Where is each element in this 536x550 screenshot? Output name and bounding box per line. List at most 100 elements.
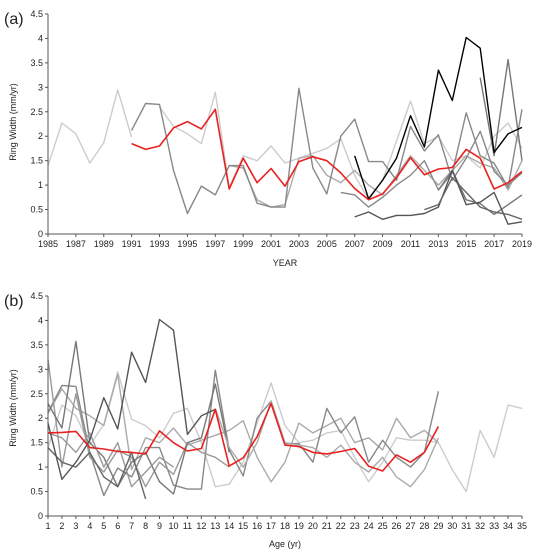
series-line-a-3 [130, 87, 523, 215]
y-tick-label-b-7: 3.5 [30, 340, 43, 350]
series-line-a-10 [131, 108, 523, 201]
x-tick-label-a-12: 2009 [373, 239, 393, 249]
axes-b: 00.511.522.533.544.51 2 3 4 5 6 7 8 9 10 11 12 13 14 1… [30, 291, 527, 531]
x-tick-label-a-0: 1985 [38, 239, 58, 249]
series-line-b-1 [47, 373, 439, 483]
y-tick-label-b-9: 4.5 [30, 291, 43, 301]
series-layer-b [47, 318, 523, 500]
x-tick-label-b-19: 20 [308, 521, 318, 531]
y-tick-label-a-3: 1.5 [30, 156, 43, 166]
y-tick-label-a-5: 2.5 [30, 107, 43, 117]
series-line-b-0 [47, 371, 523, 493]
x-tick-label-b-8: 9 [157, 521, 162, 531]
series-line-b-4 [47, 340, 230, 495]
series-line-b-6 [47, 447, 147, 500]
y-tick-label-a-4: 2 [38, 131, 43, 141]
x-tick-label-a-2: 1989 [94, 239, 114, 249]
x-tick-label-b-1: 2 [59, 521, 64, 531]
x-tick-label-b-13: 14 [224, 521, 234, 531]
x-tick-label-b-21: 22 [336, 521, 346, 531]
series-line-a-1 [158, 91, 523, 201]
x-tick-label-a-11: 2007 [345, 239, 365, 249]
y-tick-label-b-0: 0 [38, 511, 43, 521]
series-line-a-9 [354, 36, 523, 200]
y-tick-label-a-0: 0 [38, 229, 43, 239]
x-tick-label-b-17: 18 [280, 521, 290, 531]
y-tick-label-a-2: 1 [38, 180, 43, 190]
y-tick-label-b-5: 2.5 [30, 389, 43, 399]
y-tick-label-b-4: 2 [38, 413, 43, 423]
x-tick-label-b-14: 15 [238, 521, 248, 531]
x-tick-label-a-8: 2001 [261, 239, 281, 249]
x-tick-label-a-14: 2013 [428, 239, 448, 249]
series-line-a-8 [424, 177, 523, 220]
panel-label-b: (b) [4, 293, 24, 310]
x-tick-label-a-1: 1987 [66, 239, 86, 249]
y-tick-label-b-2: 1 [38, 462, 43, 472]
x-tick-label-a-6: 1997 [205, 239, 225, 249]
x-tick-label-b-2: 3 [73, 521, 78, 531]
x-tick-label-b-16: 17 [266, 521, 276, 531]
y-tick-label-b-8: 4 [38, 315, 43, 325]
x-axis-label-a: YEAR [273, 258, 298, 268]
x-tick-label-b-28: 29 [433, 521, 443, 531]
x-tick-label-b-25: 26 [392, 521, 402, 531]
x-tick-label-b-10: 11 [183, 521, 192, 531]
x-tick-label-b-22: 23 [350, 521, 360, 531]
series-line-b-7 [47, 318, 216, 480]
y-tick-label-a-9: 4.5 [30, 9, 43, 19]
series-layer-a [47, 36, 523, 225]
series-line-a-7 [354, 169, 523, 225]
x-tick-label-b-4: 5 [101, 521, 106, 531]
series-line-a-6 [479, 58, 523, 161]
axes-a: 0 0.5 1 1.5 2 2.5 3 3.5 4 4.5 1985 1987 1989 1991 1993… [30, 9, 532, 249]
y-axis-label-b: Ring Width (mm/yr) [8, 369, 18, 447]
x-tick-label-a-15: 2015 [456, 239, 476, 249]
series-line-a-2 [229, 155, 523, 208]
x-tick-label-b-5: 6 [115, 521, 120, 531]
y-tick-label-b-1: 0.5 [30, 487, 43, 497]
series-line-b-2 [47, 369, 440, 497]
x-tick-label-b-27: 28 [419, 521, 429, 531]
x-tick-label-b-6: 7 [129, 521, 134, 531]
x-tick-label-b-3: 4 [87, 521, 92, 531]
x-tick-label-a-17: 2019 [512, 239, 532, 249]
x-tick-label-a-9: 2003 [289, 239, 309, 249]
x-tick-label-b-9: 10 [168, 521, 178, 531]
x-tick-label-b-31: 32 [475, 521, 485, 531]
x-tick-label-b-7: 8 [143, 521, 148, 531]
x-tick-label-b-33: 34 [503, 521, 513, 531]
x-tick-label-a-4: 1993 [150, 239, 170, 249]
x-tick-label-b-18: 19 [294, 521, 304, 531]
x-tick-label-b-24: 25 [378, 521, 388, 531]
x-tick-label-a-5: 1995 [177, 239, 197, 249]
x-tick-label-b-12: 13 [210, 521, 220, 531]
x-tick-label-b-34: 35 [517, 521, 527, 531]
x-tick-label-b-32: 33 [489, 521, 499, 531]
y-tick-label-a-8: 4 [38, 33, 43, 43]
x-tick-label-b-0: 1 [45, 521, 50, 531]
x-axis-label-b: Age (yr) [269, 539, 301, 549]
y-tick-label-a-7: 3.5 [30, 58, 43, 68]
panel-label-a: (a) [4, 11, 24, 28]
x-tick-label-b-20: 21 [322, 521, 332, 531]
chart-panel-b: (b) Ring Width (mm/yr) Age (yr) 0 0.5 1 1.5… [4, 291, 527, 549]
series-line-a-4 [340, 109, 523, 208]
x-tick-label-b-23: 24 [364, 521, 374, 531]
x-tick-label-a-13: 2011 [401, 239, 420, 249]
series-line-b-8 [214, 400, 440, 488]
x-tick-label-a-16: 2017 [484, 239, 504, 249]
x-tick-label-b-30: 31 [461, 521, 471, 531]
x-tick-label-b-29: 30 [447, 521, 457, 531]
x-tick-label-b-26: 27 [405, 521, 415, 531]
x-tick-label-b-11: 12 [196, 521, 206, 531]
y-tick-label-b-6: 3 [38, 364, 43, 374]
chart-panel-a: (a) Ring Width (mm/yr) YEAR 0 0.5 1 1.5 2 2.5… [4, 9, 532, 268]
series-line-b-5 [47, 432, 174, 488]
y-tick-label-a-6: 3 [38, 82, 43, 92]
x-tick-label-a-3: 1991 [122, 239, 142, 249]
x-tick-label-a-10: 2005 [317, 239, 337, 249]
y-axis-label-a: Ring Width (mm/yr) [8, 83, 18, 161]
x-tick-label-b-15: 16 [252, 521, 262, 531]
